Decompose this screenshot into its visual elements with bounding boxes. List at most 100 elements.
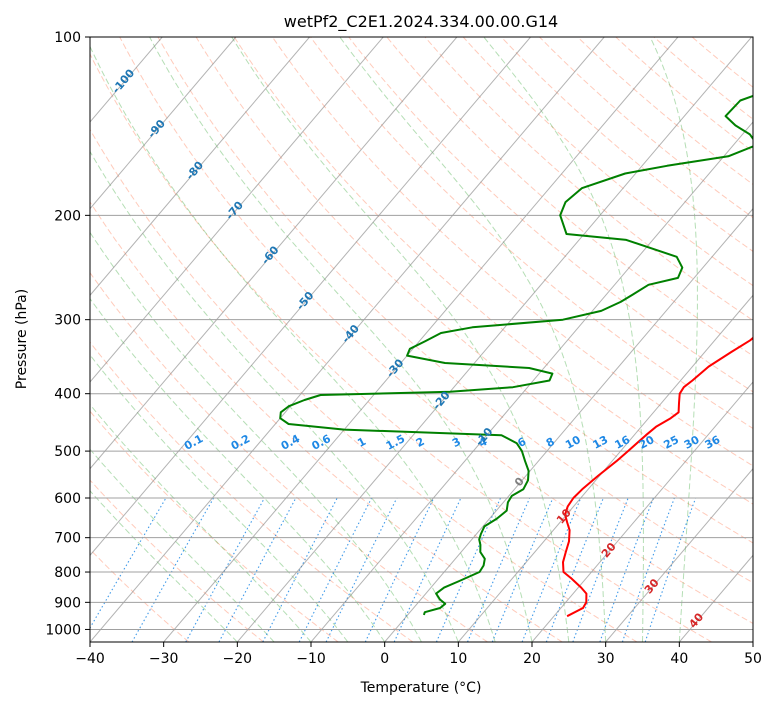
moist-adiabat-line	[649, 37, 698, 642]
dry-adiabat-line	[691, 37, 753, 88]
dry-adiabat-line	[195, 37, 753, 544]
mixing-ratio-line	[325, 497, 398, 642]
isotherm-line	[310, 121, 753, 642]
dry-adiabat-line	[90, 271, 488, 642]
y-tick-label: 100	[54, 30, 81, 46]
y-tick-label: 700	[54, 531, 81, 547]
isotherm-line	[90, 37, 531, 557]
mixing-ratio-label: 36	[703, 433, 723, 452]
moist-adiabat-line	[149, 37, 533, 642]
dry-adiabat-line	[119, 37, 753, 624]
mixing-ratio-line	[364, 497, 435, 642]
mixing-ratio-line	[90, 497, 167, 629]
dewpoint-profile-line	[279, 94, 753, 616]
isotherm-line	[90, 37, 310, 297]
x-tick-label: −10	[296, 651, 326, 667]
x-axis-label: Temperature (°C)	[360, 680, 482, 696]
y-tick-label: 300	[54, 313, 81, 329]
moist-adiabat-line	[339, 37, 607, 642]
mixing-ratio-line	[262, 497, 338, 642]
moist-adiabat-line	[231, 37, 570, 642]
isotherm-line	[0, 37, 15, 642]
x-tick-label: 30	[597, 651, 615, 667]
dry-adiabat-line	[233, 37, 753, 505]
isotherm-line	[163, 37, 679, 642]
isotherm-line	[90, 37, 605, 642]
mixing-ratio-line	[644, 497, 697, 642]
x-tick-label: 0	[380, 651, 389, 667]
isotherm-line	[384, 207, 753, 642]
mixing-ratio-label: 2	[414, 435, 427, 450]
mixing-ratio-line	[572, 497, 629, 642]
isotherm-line	[531, 381, 753, 642]
y-tick-label: 400	[54, 387, 81, 403]
isotherm-line	[236, 37, 752, 642]
isotherm-line	[678, 554, 753, 642]
mixing-ratio-line	[393, 497, 462, 642]
x-tick-label: −40	[75, 651, 105, 667]
mixing-ratio-label: 1	[355, 435, 368, 450]
plot-frame	[89, 36, 754, 643]
y-tick-label: 500	[54, 444, 81, 460]
moist-adiabat-line	[90, 150, 459, 642]
dry-adiabat-line	[90, 201, 563, 642]
dry-adiabat-line	[90, 53, 712, 642]
mixing-ratio-line	[435, 497, 502, 642]
x-tick-label: 10	[449, 651, 467, 667]
series-layer	[279, 94, 753, 618]
moist-adiabat-line	[90, 45, 496, 642]
label-layer: 0.1 0.2 0.4 0.6 1 1.5 2 3 4 6 8 10 13 16 20 25 30 36-100-…	[110, 66, 723, 630]
mixing-ratio-line	[621, 497, 675, 642]
mixing-ratio-line	[599, 497, 654, 642]
isotherm-line	[605, 467, 753, 642]
x-tick-label: 20	[523, 651, 541, 667]
dry-adiabat-line	[90, 479, 264, 642]
plot-background	[0, 37, 753, 642]
moist-adiabat-line	[483, 37, 644, 642]
mixing-ratio-line	[218, 497, 297, 642]
dry-adiabat-line	[386, 37, 753, 357]
isotherm-line	[90, 37, 237, 210]
mixing-ratio-label: 30	[682, 433, 702, 452]
dry-adiabat-line	[157, 37, 753, 584]
mixing-ratio-line	[466, 497, 531, 642]
mixing-ratio-line	[491, 497, 554, 642]
temperature-profile-line	[562, 336, 753, 618]
mixing-ratio-label: 1.5	[384, 432, 407, 453]
mixing-ratio-line	[545, 497, 604, 642]
x-tick-label: 40	[670, 651, 688, 667]
moist-adiabat-line	[90, 297, 386, 642]
x-tick-label: −20	[223, 651, 253, 667]
y-tick-label: 800	[54, 565, 81, 581]
mixing-ratio-line	[298, 497, 373, 642]
dry-adiabat-line	[90, 548, 190, 642]
isotherm-line	[90, 37, 384, 383]
isotherm-line	[90, 37, 458, 470]
y-tick-label: 1000	[45, 622, 81, 638]
moist-adiabat-line	[90, 448, 275, 642]
x-tick-label: 50	[744, 651, 762, 667]
mixing-ratio-line	[131, 497, 215, 642]
mixing-ratio-label: 20	[637, 433, 657, 452]
mixing-ratio-label: 0.2	[229, 432, 252, 453]
dry-adiabat-line	[90, 128, 638, 642]
moist-adiabat-line	[90, 490, 238, 642]
moist-adiabat-line	[90, 231, 422, 642]
x-tick-label: −30	[149, 651, 179, 667]
mixing-ratio-label: 10	[563, 433, 583, 452]
y-tick-label: 600	[54, 491, 81, 507]
y-tick-label: 200	[54, 208, 81, 224]
moist-adiabat-line	[90, 354, 349, 642]
dry-adiabat-line	[653, 37, 753, 120]
mixing-ratio-label: 25	[661, 433, 681, 452]
dry-adiabat-line	[462, 37, 753, 287]
mixing-ratio-line	[521, 497, 582, 642]
mixing-ratio-label: 0.1	[182, 432, 205, 453]
dry-adiabat-line	[348, 37, 753, 393]
y-tick-label: 900	[54, 595, 81, 611]
isotherm-line	[457, 294, 753, 642]
axis-layer: −40 −30 −20 −10 0 10 20 30 40 50 1000 900 800 700 600 5…	[45, 30, 762, 667]
chart-title: wetPf2_C2E1.2024.334.00.00.G14	[284, 12, 558, 32]
dry-adiabat-line	[424, 37, 753, 322]
